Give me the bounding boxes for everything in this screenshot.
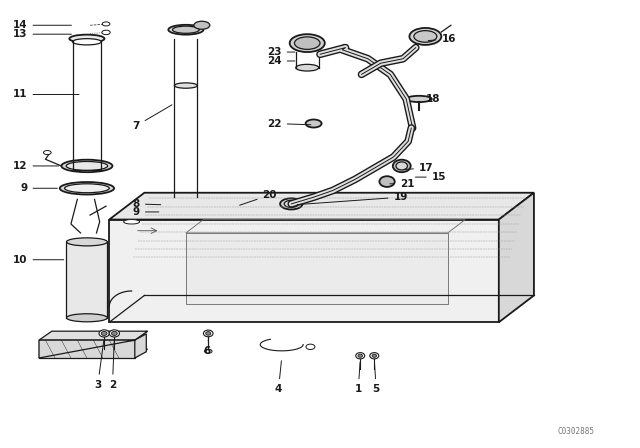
Ellipse shape — [124, 220, 140, 224]
Text: 21: 21 — [390, 179, 414, 189]
Polygon shape — [499, 193, 534, 322]
Text: 14: 14 — [13, 20, 71, 30]
Polygon shape — [39, 340, 135, 358]
Ellipse shape — [290, 34, 324, 52]
Text: 16: 16 — [428, 34, 456, 43]
Text: 1: 1 — [355, 362, 362, 394]
Ellipse shape — [406, 96, 432, 102]
Ellipse shape — [280, 198, 303, 210]
Text: 2: 2 — [109, 340, 116, 390]
Text: 19: 19 — [297, 192, 408, 205]
Ellipse shape — [306, 120, 321, 128]
Ellipse shape — [205, 332, 211, 335]
Ellipse shape — [165, 207, 200, 215]
Text: 24: 24 — [267, 56, 295, 66]
Polygon shape — [39, 349, 148, 358]
Polygon shape — [109, 220, 499, 322]
Ellipse shape — [356, 353, 365, 359]
Text: 8: 8 — [132, 199, 161, 209]
Ellipse shape — [99, 330, 109, 337]
Ellipse shape — [204, 349, 212, 353]
Ellipse shape — [393, 159, 411, 172]
Ellipse shape — [358, 354, 362, 358]
Text: 10: 10 — [13, 255, 64, 265]
Text: 12: 12 — [13, 161, 59, 171]
Ellipse shape — [66, 161, 108, 170]
Text: 7: 7 — [132, 105, 172, 131]
Ellipse shape — [204, 330, 213, 337]
Text: C0302885: C0302885 — [557, 427, 595, 436]
Ellipse shape — [173, 26, 199, 33]
Text: 18: 18 — [419, 94, 440, 104]
Text: 11: 11 — [13, 90, 79, 99]
Ellipse shape — [410, 28, 442, 45]
Ellipse shape — [168, 25, 204, 34]
Text: 9: 9 — [132, 207, 159, 217]
Ellipse shape — [60, 182, 114, 194]
Text: 5: 5 — [372, 362, 380, 394]
Text: 23: 23 — [267, 47, 295, 57]
Ellipse shape — [414, 30, 437, 42]
Text: 17: 17 — [404, 163, 434, 173]
Ellipse shape — [67, 314, 108, 322]
Text: 22: 22 — [267, 119, 311, 129]
Polygon shape — [39, 331, 148, 358]
Ellipse shape — [168, 200, 198, 207]
Ellipse shape — [102, 22, 110, 26]
Polygon shape — [39, 331, 148, 340]
Text: 4: 4 — [275, 361, 282, 394]
Ellipse shape — [306, 344, 315, 349]
Polygon shape — [186, 233, 448, 304]
Ellipse shape — [69, 34, 104, 43]
Ellipse shape — [174, 194, 197, 200]
Ellipse shape — [72, 39, 101, 45]
Ellipse shape — [370, 353, 379, 359]
Text: 9: 9 — [20, 183, 58, 193]
Ellipse shape — [396, 162, 408, 170]
Ellipse shape — [294, 37, 320, 49]
Ellipse shape — [65, 184, 109, 193]
Text: 3: 3 — [94, 340, 104, 390]
Ellipse shape — [164, 199, 202, 209]
Ellipse shape — [372, 354, 376, 358]
Ellipse shape — [67, 238, 108, 246]
Ellipse shape — [296, 65, 319, 71]
Text: 6: 6 — [204, 340, 211, 356]
Text: 15: 15 — [415, 172, 446, 182]
Ellipse shape — [380, 176, 395, 187]
Text: 13: 13 — [13, 29, 71, 39]
Ellipse shape — [109, 330, 120, 337]
Ellipse shape — [111, 332, 117, 336]
Ellipse shape — [161, 206, 204, 217]
Ellipse shape — [61, 159, 113, 172]
Text: 20: 20 — [239, 190, 277, 205]
Ellipse shape — [194, 21, 210, 29]
Bar — [67, 242, 108, 318]
Ellipse shape — [174, 83, 197, 88]
Polygon shape — [39, 334, 147, 358]
Ellipse shape — [102, 30, 110, 34]
Ellipse shape — [284, 200, 298, 207]
Polygon shape — [109, 193, 534, 220]
Ellipse shape — [101, 332, 107, 336]
Ellipse shape — [44, 151, 51, 155]
